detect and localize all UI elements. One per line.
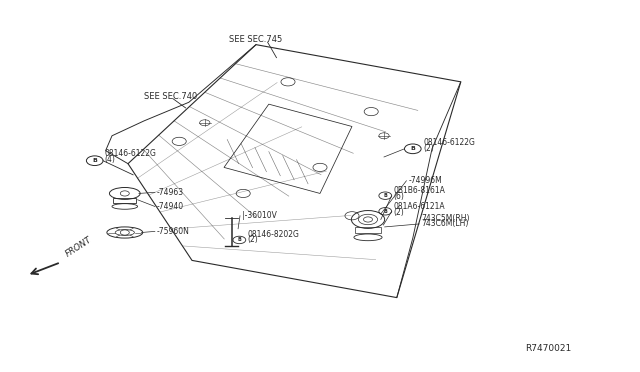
Text: -75960N: -75960N [157, 227, 189, 236]
Text: -74940: -74940 [157, 202, 184, 211]
Text: -74963: -74963 [157, 188, 184, 197]
Text: B: B [383, 193, 387, 198]
Text: R7470021: R7470021 [525, 344, 571, 353]
Text: (2): (2) [394, 208, 404, 217]
Text: (2): (2) [248, 235, 259, 244]
Text: (2): (2) [423, 144, 434, 153]
Text: 081A6-6121A: 081A6-6121A [394, 202, 445, 211]
Text: 08146-8202G: 08146-8202G [248, 230, 300, 239]
Text: 743C5M(RH): 743C5M(RH) [421, 214, 470, 223]
Text: (4): (4) [104, 155, 115, 164]
Text: -74996M: -74996M [408, 176, 442, 185]
Text: B: B [383, 209, 387, 214]
Bar [113, 198, 136, 203]
Text: SEE SEC.740: SEE SEC.740 [144, 92, 197, 101]
Text: 08146-6122G: 08146-6122G [423, 138, 475, 147]
Bar [355, 227, 381, 232]
Text: B: B [92, 158, 97, 163]
Text: 08146-6122G: 08146-6122G [104, 150, 156, 158]
Text: SEE SEC.745: SEE SEC.745 [229, 35, 282, 44]
Text: (6): (6) [394, 192, 404, 201]
Text: B: B [237, 237, 241, 243]
Text: |-36010V: |-36010V [242, 211, 276, 220]
Text: 0B1B6-8161A: 0B1B6-8161A [394, 186, 445, 195]
Text: 743C6M(LH): 743C6M(LH) [421, 219, 468, 228]
Text: FRONT: FRONT [64, 235, 93, 259]
Text: B: B [410, 146, 415, 151]
